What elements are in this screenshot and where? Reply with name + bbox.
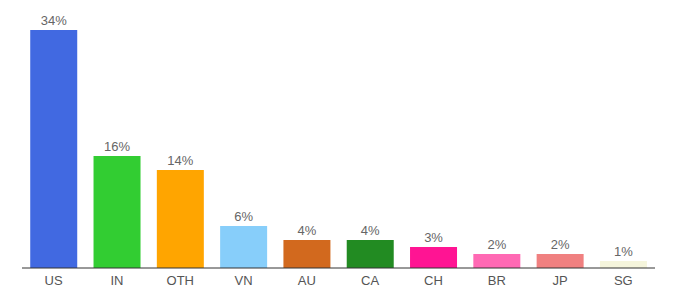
svg-text:6%: 6%	[234, 209, 253, 224]
svg-text:2%: 2%	[551, 237, 570, 252]
svg-text:BR: BR	[488, 273, 506, 288]
svg-text:14%: 14%	[167, 153, 193, 168]
svg-text:OTH: OTH	[167, 273, 194, 288]
svg-text:2%: 2%	[487, 237, 506, 252]
svg-text:4%: 4%	[361, 223, 380, 238]
svg-text:16%: 16%	[104, 139, 130, 154]
svg-text:SG: SG	[614, 273, 633, 288]
svg-text:AU: AU	[298, 273, 316, 288]
svg-text:3%: 3%	[424, 230, 443, 245]
svg-text:1%: 1%	[614, 244, 633, 259]
svg-text:34%: 34%	[41, 13, 67, 28]
svg-text:CA: CA	[361, 273, 379, 288]
svg-text:JP: JP	[552, 273, 567, 288]
svg-text:4%: 4%	[298, 223, 317, 238]
svg-text:US: US	[45, 273, 63, 288]
svg-text:CH: CH	[424, 273, 443, 288]
svg-text:IN: IN	[110, 273, 123, 288]
svg-text:VN: VN	[235, 273, 253, 288]
